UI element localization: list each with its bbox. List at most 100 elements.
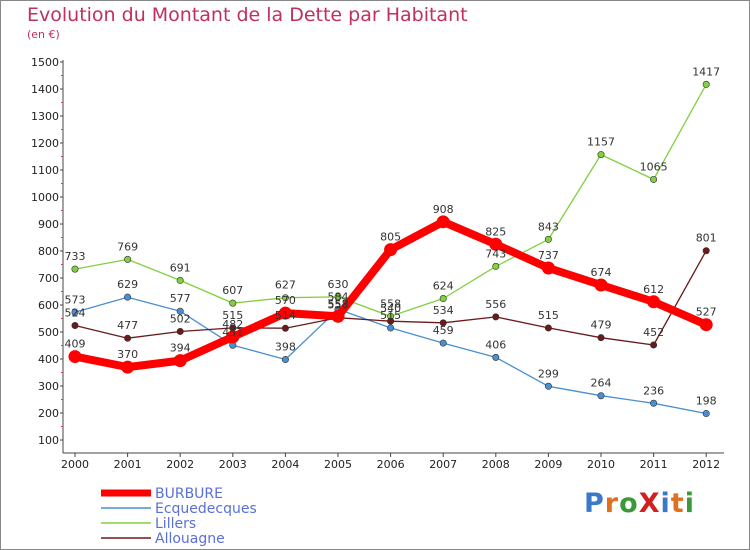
series-line-lillers: [74, 83, 707, 317]
data-point: [702, 410, 710, 418]
data-label: 805: [380, 231, 401, 244]
data-point: [492, 262, 500, 270]
data-point: [647, 295, 661, 309]
y-tick-label: 400: [38, 353, 59, 366]
data-label: 514: [275, 309, 296, 322]
data-label: 558: [380, 297, 401, 310]
data-label: 477: [117, 319, 138, 332]
x-tick-label: 2005: [324, 458, 352, 471]
data-point: [594, 278, 608, 292]
data-point: [331, 309, 345, 323]
data-label: 406: [485, 338, 506, 351]
data-label: 451: [222, 326, 243, 339]
data-label: 733: [65, 250, 86, 263]
data-label: 573: [65, 293, 86, 306]
data-point: [702, 247, 710, 255]
data-label: 630: [328, 278, 349, 291]
data-point: [387, 317, 395, 325]
legend-label-ecquedecques: Ecquedecques: [155, 501, 257, 517]
x-tick-label: 2010: [587, 458, 615, 471]
legend-label-allouagne: Allouagne: [155, 531, 225, 547]
data-label: 674: [591, 266, 612, 279]
data-point: [492, 353, 500, 361]
data-label: 1065: [640, 160, 668, 173]
data-label: 515: [222, 309, 243, 322]
y-tick-label: 800: [38, 245, 59, 258]
data-label: 502: [170, 312, 191, 325]
y-tick-label: 600: [38, 299, 59, 312]
data-label: 691: [170, 261, 191, 274]
data-label: 527: [696, 306, 717, 319]
data-point: [597, 151, 605, 159]
data-point: [68, 350, 82, 364]
data-point: [702, 80, 710, 88]
data-point: [121, 360, 135, 374]
data-point: [544, 235, 552, 243]
data-label: 570: [275, 294, 296, 307]
logo-letter: r: [604, 488, 620, 519]
data-point: [124, 334, 132, 342]
data-label: 534: [433, 304, 454, 317]
data-label: 577: [170, 292, 191, 305]
logo-letter: o: [619, 488, 639, 519]
data-label: 825: [485, 225, 506, 238]
data-label: 409: [65, 338, 86, 351]
x-tick-label: 2001: [114, 458, 142, 471]
data-point: [541, 261, 555, 275]
data-label: 629: [117, 278, 138, 291]
y-tick-label: 900: [38, 218, 59, 231]
data-label: 1417: [692, 65, 720, 78]
data-label: 627: [275, 279, 296, 292]
data-point: [124, 255, 132, 263]
y-tick-label: 200: [38, 407, 59, 420]
data-point: [439, 295, 447, 303]
data-point: [71, 322, 79, 330]
x-tick-label: 2006: [377, 458, 405, 471]
x-tick-label: 2008: [482, 458, 510, 471]
chart-title: Evolution du Montant de la Dette par Hab…: [27, 4, 468, 26]
x-tick-label: 2003: [219, 458, 247, 471]
data-label: 264: [591, 377, 612, 390]
data-point: [281, 356, 289, 364]
data-label: 515: [380, 309, 401, 322]
data-point: [71, 265, 79, 273]
logo-letter: P: [584, 488, 605, 519]
data-point: [173, 354, 187, 368]
data-point: [650, 399, 658, 407]
chart-subtitle: (en €): [27, 28, 60, 41]
data-label: 398: [275, 341, 296, 354]
data-label: 801: [696, 232, 717, 245]
data-point: [229, 299, 237, 307]
data-point: [544, 324, 552, 332]
data-label: 624: [433, 280, 454, 293]
logo-letter: t: [670, 488, 685, 519]
y-tick-label: 300: [38, 380, 59, 393]
x-tick-label: 2009: [534, 458, 562, 471]
y-tick-label: 1300: [31, 110, 59, 123]
data-point: [71, 308, 79, 316]
x-tick-label: 2004: [271, 458, 299, 471]
data-label: 452: [643, 326, 664, 339]
logo-letter: i: [660, 488, 671, 519]
data-point: [176, 327, 184, 335]
data-point: [597, 334, 605, 342]
logo-letter: X: [638, 488, 661, 519]
data-point: [176, 276, 184, 284]
legend-label-burbure: BURBURE: [155, 486, 223, 502]
data-point: [439, 319, 447, 327]
data-label: 769: [117, 240, 138, 253]
data-label: 524: [65, 307, 86, 320]
data-label: 459: [433, 324, 454, 337]
data-label: 556: [485, 298, 506, 311]
data-label: 737: [538, 249, 559, 262]
data-label: 558: [328, 297, 349, 310]
x-tick-label: 2007: [429, 458, 457, 471]
data-label: 198: [696, 395, 717, 408]
data-label: 1157: [587, 136, 615, 149]
data-point: [281, 324, 289, 332]
y-tick-label: 100: [38, 434, 59, 447]
proxiti-logo: ProXiti: [584, 488, 695, 519]
data-point: [597, 392, 605, 400]
data-label: 482: [222, 318, 243, 331]
